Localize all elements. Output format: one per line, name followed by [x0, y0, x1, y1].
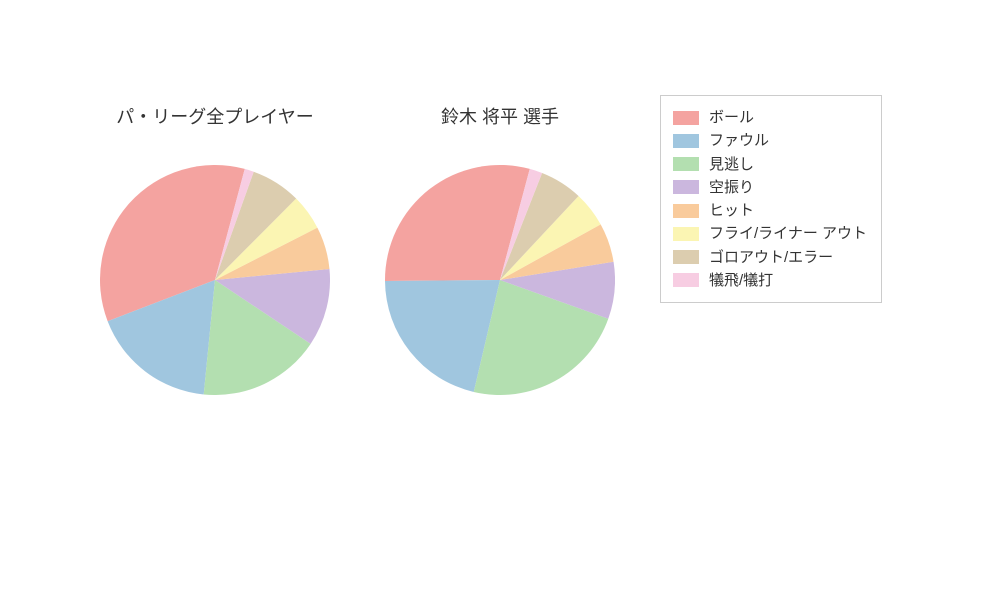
legend-label: 空振り	[709, 176, 754, 199]
legend-label: フライ/ライナー アウト	[709, 222, 867, 245]
chart-stage: ボールファウル見逃し空振りヒットフライ/ライナー アウトゴロアウト/エラー犠飛/…	[0, 0, 1000, 600]
legend-label: 犠飛/犠打	[709, 269, 773, 292]
pie-svg	[100, 165, 330, 395]
legend-swatch	[673, 273, 699, 287]
pie-chart	[385, 165, 615, 395]
pie-title: 鈴木 将平 選手	[441, 103, 559, 129]
legend-item: ボール	[673, 106, 867, 129]
legend-item: 見逃し	[673, 153, 867, 176]
legend-item: 空振り	[673, 176, 867, 199]
pie-chart	[100, 165, 330, 395]
legend-swatch	[673, 111, 699, 125]
legend-label: ゴロアウト/エラー	[709, 246, 833, 269]
legend-swatch	[673, 204, 699, 218]
legend-label: ヒット	[709, 199, 754, 222]
legend-item: 犠飛/犠打	[673, 269, 867, 292]
pie-svg	[385, 165, 615, 395]
legend-item: フライ/ライナー アウト	[673, 222, 867, 245]
legend-swatch	[673, 180, 699, 194]
legend-item: ファウル	[673, 129, 867, 152]
legend-item: ヒット	[673, 199, 867, 222]
legend-swatch	[673, 250, 699, 264]
legend-label: 見逃し	[709, 153, 754, 176]
legend-swatch	[673, 134, 699, 148]
legend-label: ボール	[709, 106, 754, 129]
legend-label: ファウル	[709, 129, 769, 152]
legend-swatch	[673, 227, 699, 241]
pie-title: パ・リーグ全プレイヤー	[116, 103, 313, 129]
legend-swatch	[673, 157, 699, 171]
legend: ボールファウル見逃し空振りヒットフライ/ライナー アウトゴロアウト/エラー犠飛/…	[660, 95, 882, 303]
legend-item: ゴロアウト/エラー	[673, 246, 867, 269]
